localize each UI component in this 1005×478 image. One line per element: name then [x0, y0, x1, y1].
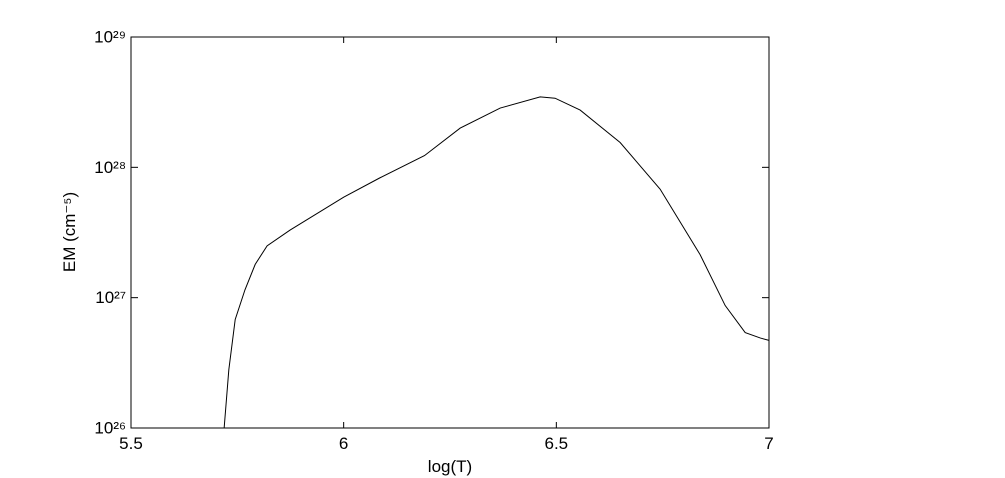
- y-tick-label: 10²⁸: [94, 158, 126, 177]
- x-tick-label: 6.5: [545, 434, 569, 453]
- x-tick-label: 7: [764, 434, 773, 453]
- y-axis-label: EM (cm⁻⁵): [60, 192, 79, 272]
- y-tick-label: 10²⁷: [95, 288, 126, 307]
- y-tick-label: 10²⁶: [94, 418, 126, 437]
- x-tick-label: 5.5: [119, 434, 143, 453]
- data-line: [223, 96, 770, 429]
- y-tick-label: 10²⁹: [94, 27, 126, 46]
- plot-frame: [130, 36, 770, 429]
- x-axis-label: log(T): [428, 457, 472, 476]
- x-tick-label: 6: [339, 434, 348, 453]
